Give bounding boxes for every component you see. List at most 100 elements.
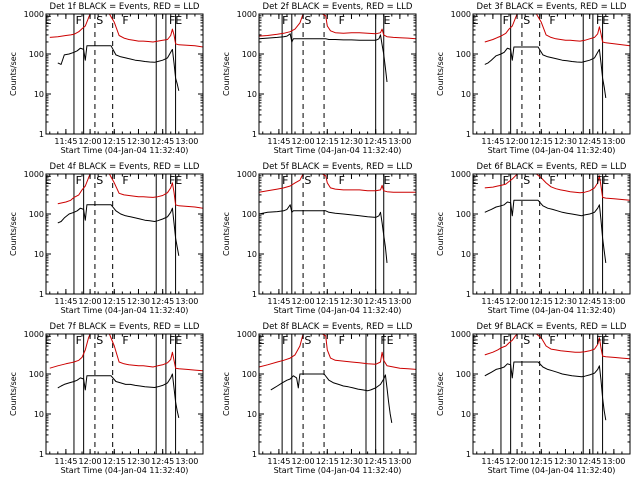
x-tick-label: 12:30: [554, 137, 577, 146]
x-tick-label: 12:45: [578, 297, 601, 306]
plot-frame: [472, 173, 631, 295]
segment-label: F: [503, 174, 509, 187]
segment-label: E: [383, 14, 390, 27]
x-tick-label: 11:45: [54, 457, 77, 466]
x-tick-label: 12:00: [506, 137, 529, 146]
panel-title: Det 1f BLACK = Events, RED = LLD: [50, 2, 200, 12]
x-tick-label: 12:15: [530, 137, 553, 146]
x-tick-label: 11:45: [481, 137, 504, 146]
lld-series-line: [258, 173, 416, 193]
x-tick-label: 12:30: [340, 457, 363, 466]
x-tick-label: 12:30: [340, 297, 363, 306]
x-tick-label: 12:30: [554, 297, 577, 306]
y-tick-label: 1000: [451, 10, 471, 19]
x-tick-label: 11:45: [481, 297, 504, 306]
y-tick-label: 100: [456, 370, 471, 379]
detector-panel: Det 2f BLACK = Events, RED = LLD F S F E 1 10 1…: [213, 0, 426, 160]
y-tick-label: 100: [29, 210, 44, 219]
segment-label: S: [523, 334, 530, 347]
x-axis-label: Start Time (04-Jan-04 11:32:40): [488, 146, 616, 155]
segment-label: F: [282, 174, 288, 187]
segment-label: S: [304, 334, 311, 347]
x-tick-label: 13:00: [175, 297, 198, 306]
plot-frame: [45, 333, 204, 455]
lld-series-line: [258, 333, 417, 370]
segment-label: S: [96, 174, 103, 187]
y-axis-label: Counts/sec: [436, 372, 445, 416]
segment-label: F: [339, 174, 345, 187]
x-tick-label: 11:45: [54, 137, 77, 146]
y-tick-label: 1000: [24, 10, 44, 19]
segment-label: F: [549, 334, 555, 347]
panel-title: Det 2f BLACK = Events, RED = LLD: [263, 2, 413, 12]
y-tick-label: 1: [466, 290, 471, 299]
y-axis-label: Counts/sec: [222, 372, 231, 416]
plot-frame: [472, 13, 631, 135]
x-tick-label: 12:15: [103, 137, 126, 146]
panel-title: Det 5f BLACK = Events, RED = LLD: [263, 162, 413, 172]
segment-label: S: [96, 14, 103, 27]
x-tick-label: 11:45: [267, 137, 290, 146]
x-tick-label: 12:30: [127, 137, 150, 146]
y-tick-label: 100: [456, 210, 471, 219]
x-tick-label: 12:00: [79, 297, 102, 306]
segment-label: F: [76, 334, 82, 347]
events-series-line: [57, 45, 180, 91]
detector-panel: Det 5f BLACK = Events, RED = LLD F S F E 1 10 1…: [213, 160, 426, 320]
y-axis-label: Counts/sec: [436, 52, 445, 96]
x-tick-label: 11:45: [267, 297, 290, 306]
segment-label: FE: [380, 334, 393, 347]
segment-label: S: [304, 14, 311, 27]
segment-label: FE: [169, 14, 182, 27]
x-tick-label: 12:00: [292, 457, 315, 466]
segment-label: S: [523, 174, 530, 187]
x-tick-label: 12:45: [364, 137, 387, 146]
y-tick-label: 1: [252, 290, 257, 299]
y-tick-label: 10: [34, 90, 44, 99]
x-axis-label: Start Time (04-Jan-04 11:32:40): [274, 466, 402, 475]
segment-label: F: [503, 334, 509, 347]
segment-label: F: [122, 174, 128, 187]
y-tick-label: 1000: [237, 170, 257, 179]
x-tick-label: 12:45: [364, 297, 387, 306]
x-axis-label: Start Time (04-Jan-04 11:32:40): [61, 146, 189, 155]
y-tick-label: 10: [461, 90, 471, 99]
detector-panel: Det 7f BLACK = Events, RED = LLD E F S F FE 1 1…: [0, 320, 213, 480]
panel-title: Det 8f BLACK = Events, RED = LLD: [263, 322, 413, 332]
y-axis-label: Counts/sec: [9, 212, 18, 256]
y-tick-label: 1: [39, 130, 44, 139]
segment-label: S: [523, 14, 530, 27]
segment-label: F: [503, 14, 509, 27]
y-axis-label: Counts/sec: [436, 212, 445, 256]
x-tick-label: 12:45: [151, 137, 174, 146]
plot-frame: [258, 13, 417, 135]
lld-series-line: [484, 173, 631, 201]
y-tick-label: 100: [29, 370, 44, 379]
events-series-line: [270, 373, 393, 423]
segment-label: FE: [596, 174, 609, 187]
panel-title: Det 9f BLACK = Events, RED = LLD: [477, 322, 627, 332]
x-axis-label: Start Time (04-Jan-04 11:32:40): [488, 306, 616, 315]
plot-frame: [258, 333, 417, 455]
y-tick-label: 1: [252, 450, 257, 459]
lld-series-line: [49, 13, 204, 48]
lld-series-line: [258, 13, 417, 40]
x-tick-label: 13:00: [388, 137, 411, 146]
x-tick-label: 13:00: [602, 137, 625, 146]
x-axis-label: Start Time (04-Jan-04 11:32:40): [488, 466, 616, 475]
segment-label: F: [76, 174, 82, 187]
panel-title: Det 6f BLACK = Events, RED = LLD: [477, 162, 627, 172]
x-tick-label: 13:00: [388, 457, 411, 466]
x-tick-label: 11:45: [54, 297, 77, 306]
events-series-line: [57, 373, 180, 419]
y-tick-label: 10: [247, 250, 257, 259]
y-tick-label: 100: [242, 210, 257, 219]
segment-label: FE: [169, 334, 182, 347]
lld-series-line: [484, 13, 631, 47]
x-tick-label: 12:45: [151, 297, 174, 306]
y-tick-label: 1: [39, 450, 44, 459]
